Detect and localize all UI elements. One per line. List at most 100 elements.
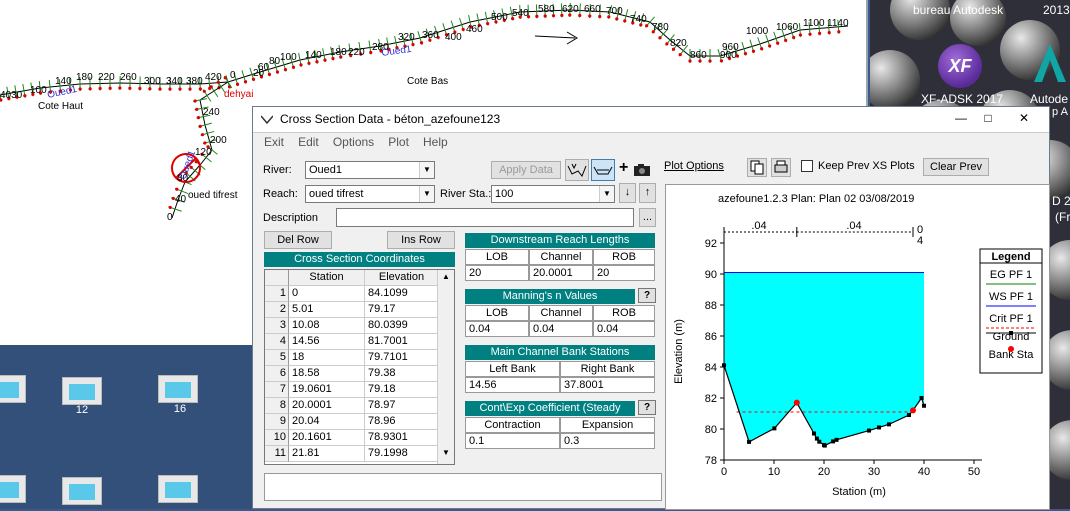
elevation-cell[interactable]: 84.1099	[365, 286, 438, 302]
camera-icon[interactable]	[633, 163, 651, 177]
menu-edit[interactable]: Edit	[298, 135, 319, 149]
print-button[interactable]	[771, 158, 791, 177]
cross-section-dialog[interactable]: Cross Section Data - béton_azefoune123 —…	[252, 106, 1050, 509]
menu-plot[interactable]: Plot	[388, 135, 409, 149]
elevation-cell[interactable]: 79.18	[365, 382, 438, 398]
left-bank-input[interactable]: 14.56	[465, 377, 560, 393]
desktop-icon-6[interactable]	[158, 475, 198, 503]
elevation-cell[interactable]: 78.9301	[365, 430, 438, 446]
station-cell[interactable]: 20.1601	[289, 430, 365, 446]
station-cell[interactable]: 21.81	[289, 446, 365, 462]
contraction-input[interactable]: 0.1	[465, 433, 560, 449]
river-select[interactable]: Oued1 ▼	[305, 161, 435, 179]
ins-row-button[interactable]: Ins Row	[387, 231, 455, 249]
ds-lob-input[interactable]: 20	[465, 265, 529, 281]
ds-rob-header: ROB	[593, 249, 655, 265]
close-button[interactable]: ✕	[1011, 109, 1037, 127]
n-rob-input[interactable]: 0.04	[593, 321, 655, 337]
cont-exp-help-button[interactable]: ?	[638, 400, 656, 415]
desktop-icon-16[interactable]	[158, 375, 198, 403]
chevron-down-icon[interactable]: ▼	[419, 162, 434, 178]
description-input[interactable]	[336, 208, 634, 227]
elevation-cell[interactable]: 80.0399	[365, 318, 438, 334]
clear-prev-button[interactable]: Clear Prev	[923, 158, 989, 176]
elevation-cell[interactable]: 79.1998	[365, 446, 438, 462]
minimize-button[interactable]: —	[948, 109, 974, 127]
mannings-help-button[interactable]: ?	[638, 288, 656, 303]
chevron-down-icon[interactable]: ▼	[419, 186, 434, 202]
desktop-icon-5[interactable]	[62, 477, 102, 505]
ds-rob-input[interactable]: 20	[593, 265, 655, 281]
station-cell[interactable]: 20.0001	[289, 398, 365, 414]
plot-options-link[interactable]: Plot Options	[664, 160, 724, 172]
elevation-cell[interactable]: 81.7001	[365, 334, 438, 350]
xs-view-tool-button[interactable]	[591, 159, 615, 181]
n-channel-input[interactable]: 0.04	[529, 321, 593, 337]
column-station[interactable]: Station	[289, 270, 365, 286]
river-sta-select[interactable]: 100 ▼	[491, 185, 615, 203]
n-lob-input[interactable]: 0.04	[465, 321, 529, 337]
keep-prev-checkbox[interactable]	[801, 160, 813, 172]
down-arrow-button[interactable]: ↓	[619, 183, 636, 203]
maximize-button[interactable]: □	[975, 109, 1001, 127]
station-cell[interactable]: 5.01	[289, 302, 365, 318]
ds-channel-input[interactable]: 20.0001	[529, 265, 593, 281]
desktop-icon-12[interactable]	[62, 377, 102, 405]
desktop-icon-1[interactable]	[0, 375, 26, 403]
station-cell[interactable]: 0	[289, 286, 365, 302]
elevation-cell[interactable]: 78.97	[365, 398, 438, 414]
station-cell[interactable]: 19.0601	[289, 382, 365, 398]
xs-plot-tool-button[interactable]	[565, 159, 589, 181]
elevation-cell[interactable]: 79.7101	[365, 350, 438, 366]
menu-help[interactable]: Help	[423, 135, 448, 149]
y-tick-label: 78	[705, 455, 717, 467]
column-elevation[interactable]: Elevation	[365, 270, 438, 286]
chevron-down-icon[interactable]: ▼	[599, 186, 614, 202]
up-arrow-button[interactable]: ↑	[639, 183, 656, 203]
y-tick-label: 84	[705, 362, 717, 374]
station-cell[interactable]: 20.04	[289, 414, 365, 430]
elevation-cell[interactable]: 79.17	[365, 302, 438, 318]
apply-data-button[interactable]: Apply Data	[491, 161, 561, 179]
scroll-up-icon[interactable]: ▲	[440, 272, 452, 284]
description-more-button[interactable]: ...	[639, 208, 656, 227]
reach-select[interactable]: oued tifrest ▼	[305, 185, 435, 203]
expansion-input[interactable]: 0.3	[560, 433, 655, 449]
del-row-button[interactable]: Del Row	[264, 231, 332, 249]
autodesk-icon[interactable]	[1030, 42, 1068, 84]
station-cell[interactable]: 18	[289, 350, 365, 366]
copy-button[interactable]	[747, 158, 767, 177]
hecras-app-icon	[261, 115, 273, 124]
desktop-icon-4[interactable]	[0, 475, 26, 503]
add-icon[interactable]: +	[619, 159, 628, 177]
station-label: 100	[280, 52, 297, 63]
elevation-cell[interactable]: 78.96	[365, 414, 438, 430]
menu-options[interactable]: Options	[333, 135, 374, 149]
xf-adsk-icon[interactable]: XF	[938, 44, 982, 88]
table-header-row: Station Elevation	[265, 270, 438, 286]
station-cell[interactable]: 14.56	[289, 334, 365, 350]
ground-point	[907, 413, 911, 417]
elevation-cell[interactable]: 79.38	[365, 366, 438, 382]
station-cell[interactable]: 18.58	[289, 366, 365, 382]
dialog-titlebar[interactable]: Cross Section Data - béton_azefoune123 —…	[253, 107, 1049, 133]
scroll-down-icon[interactable]: ▼	[440, 448, 452, 460]
right-bank-header: Right Bank	[560, 361, 655, 377]
station-cell[interactable]: 10.08	[289, 318, 365, 334]
table-scrollbar[interactable]: ▲ ▼	[437, 270, 454, 464]
right-bank-input[interactable]: 37.8001	[560, 377, 655, 393]
menu-exit[interactable]: Exit	[264, 135, 284, 149]
